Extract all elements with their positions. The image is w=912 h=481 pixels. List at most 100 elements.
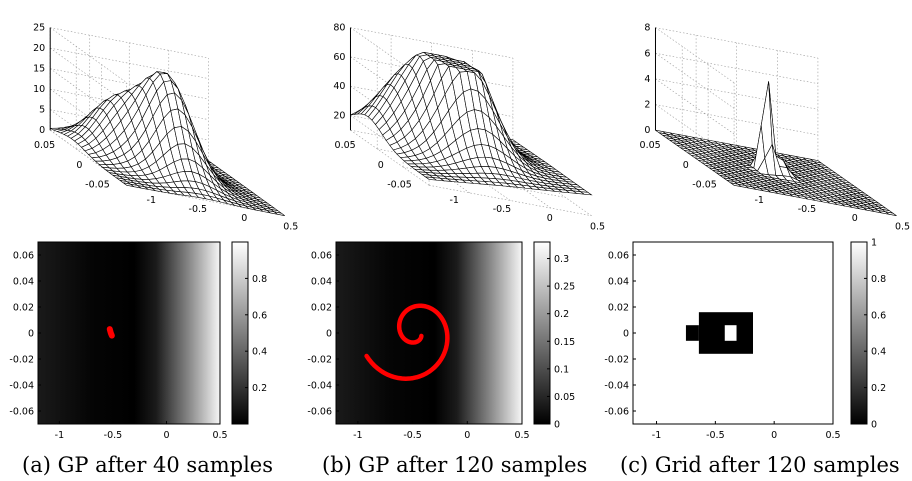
y-tick-label: 0	[378, 160, 384, 171]
x-tick-label: -0.5	[493, 204, 512, 215]
z-tick-label: 0	[644, 125, 650, 136]
sample-trajectory	[106, 326, 115, 339]
surface-cell	[273, 211, 285, 216]
colorbar-tick-label: 0.15	[554, 337, 575, 348]
caption-c: (c) Grid after 120 samples	[620, 453, 900, 477]
y-tick-label: 0	[76, 160, 82, 171]
y-tick-label: 0.04	[311, 277, 332, 288]
colorbar-tick-label: 0	[871, 420, 877, 431]
x-tick-label: -1	[754, 195, 763, 206]
y-tick-label: -0.05	[387, 179, 412, 190]
x-tick-label: 0	[241, 213, 247, 224]
x-tick-label: 0	[771, 430, 777, 441]
z-gridline	[350, 56, 513, 88]
y-tick-label: 0.02	[311, 303, 332, 314]
x-tick-label: 0	[464, 430, 470, 441]
z-tick-label: 25	[33, 23, 45, 34]
y-tick-label: 0.05	[640, 140, 661, 151]
x-tick-label: -1	[353, 430, 362, 441]
z-gridline	[655, 78, 735, 135]
colorbar-tick-label: 0	[554, 420, 560, 431]
heatmap-panel-a: -1 -0.5 0 0.5 0.06 0.04 0.02 0 -0.02 -0.04 -0.06 0.…	[9, 241, 267, 441]
colorbar-tick-label: 0.25	[554, 282, 575, 293]
colorbar	[232, 242, 248, 424]
colorbar-tick-label: 1	[871, 238, 877, 249]
z-tick-label: 4	[644, 74, 650, 85]
z-gridline	[50, 27, 209, 59]
z-tick-label: 8	[644, 23, 650, 34]
x-tick-label: 0	[547, 213, 553, 224]
x-tick-label: -1	[449, 195, 458, 206]
colorbar-tick-label: 0.2	[871, 383, 886, 394]
colorbar	[534, 242, 550, 424]
sample-trajectory	[364, 303, 450, 381]
colorbar-tick-label: 0.05	[554, 392, 575, 403]
z-tick-label: 0	[39, 125, 45, 136]
z-tick-label: 15	[33, 64, 45, 75]
colorbar-tick-label: 0.3	[554, 254, 569, 265]
z-gridline	[655, 104, 818, 136]
colorbar-tick-label: 0.4	[252, 347, 267, 358]
x-tick-label: -1	[652, 430, 661, 441]
y-tick-label: 0.06	[608, 251, 629, 262]
y-tick-label: 0.06	[13, 251, 34, 262]
z-gridline	[655, 27, 735, 83]
z-gridline	[655, 52, 818, 84]
z-gridline	[50, 47, 209, 79]
z-tick-label: 80	[333, 23, 345, 34]
y-tick-label: -0.04	[604, 381, 629, 392]
y-tick-label: 0.05	[335, 140, 356, 151]
z-gridline	[655, 27, 818, 59]
floor-gridline	[429, 185, 592, 216]
x-tick-label: 0.5	[825, 430, 840, 441]
y-tick-label: -0.06	[9, 407, 34, 418]
y-tick-label: 0	[326, 329, 332, 340]
y-tick-label: 0.02	[608, 303, 629, 314]
x-tick-label: 0.5	[590, 222, 605, 233]
z-tick-label: 40	[333, 81, 345, 92]
z-tick-label: 6	[644, 48, 650, 59]
colorbar-frame	[533, 241, 551, 425]
occupied-cell	[685, 325, 699, 341]
surface-cell	[579, 191, 593, 196]
x-tick-label: 0.5	[283, 222, 298, 233]
x-tick-label: 0.5	[212, 430, 227, 441]
y-tick-label: 0	[623, 329, 629, 340]
surface-cell	[885, 211, 897, 216]
y-tick-label: -0.06	[604, 407, 629, 418]
y-tick-label: 0.02	[13, 303, 34, 314]
x-tick-label: -1	[147, 195, 156, 206]
z-gridline	[50, 27, 127, 83]
z-tick-label: 60	[333, 52, 345, 63]
y-tick-label: 0.04	[13, 277, 34, 288]
y-tick-label: -0.04	[9, 381, 34, 392]
y-tick-label: 0.04	[608, 277, 629, 288]
y-tick-label: 0.05	[34, 140, 55, 151]
heatmap-panel-c: -1 -0.5 0 0.5 0.06 0.04 0.02 0 -0.02 -0.04 -0.06 1 0…	[604, 238, 886, 442]
y-tick-label: -0.02	[307, 355, 332, 366]
z-gridline	[655, 53, 735, 109]
x-tick-label: -0.5	[403, 430, 422, 441]
colorbar	[851, 242, 867, 424]
z-tick-label: 20	[33, 43, 45, 54]
x-tick-label: -0.5	[798, 204, 817, 215]
y-tick-label: 0	[28, 329, 34, 340]
z-gridline	[655, 78, 818, 110]
colorbar-tick-label: 0.1	[554, 364, 569, 375]
z-tick-label: 10	[33, 84, 45, 95]
y-tick-label: -0.02	[9, 355, 34, 366]
colorbar-tick-label: 0.2	[252, 383, 267, 394]
x-tick-label: 0	[163, 430, 169, 441]
heatmap-field	[336, 242, 522, 424]
y-tick-label: -0.06	[307, 407, 332, 418]
colorbar-tick-label: 0.8	[252, 274, 267, 285]
z-gridline	[350, 27, 513, 59]
y-tick-label: 0	[683, 160, 689, 171]
colorbar-tick-label: 0.6	[252, 310, 267, 321]
x-tick-label: -0.5	[189, 204, 208, 215]
colorbar-tick-label: 0.6	[871, 310, 886, 321]
